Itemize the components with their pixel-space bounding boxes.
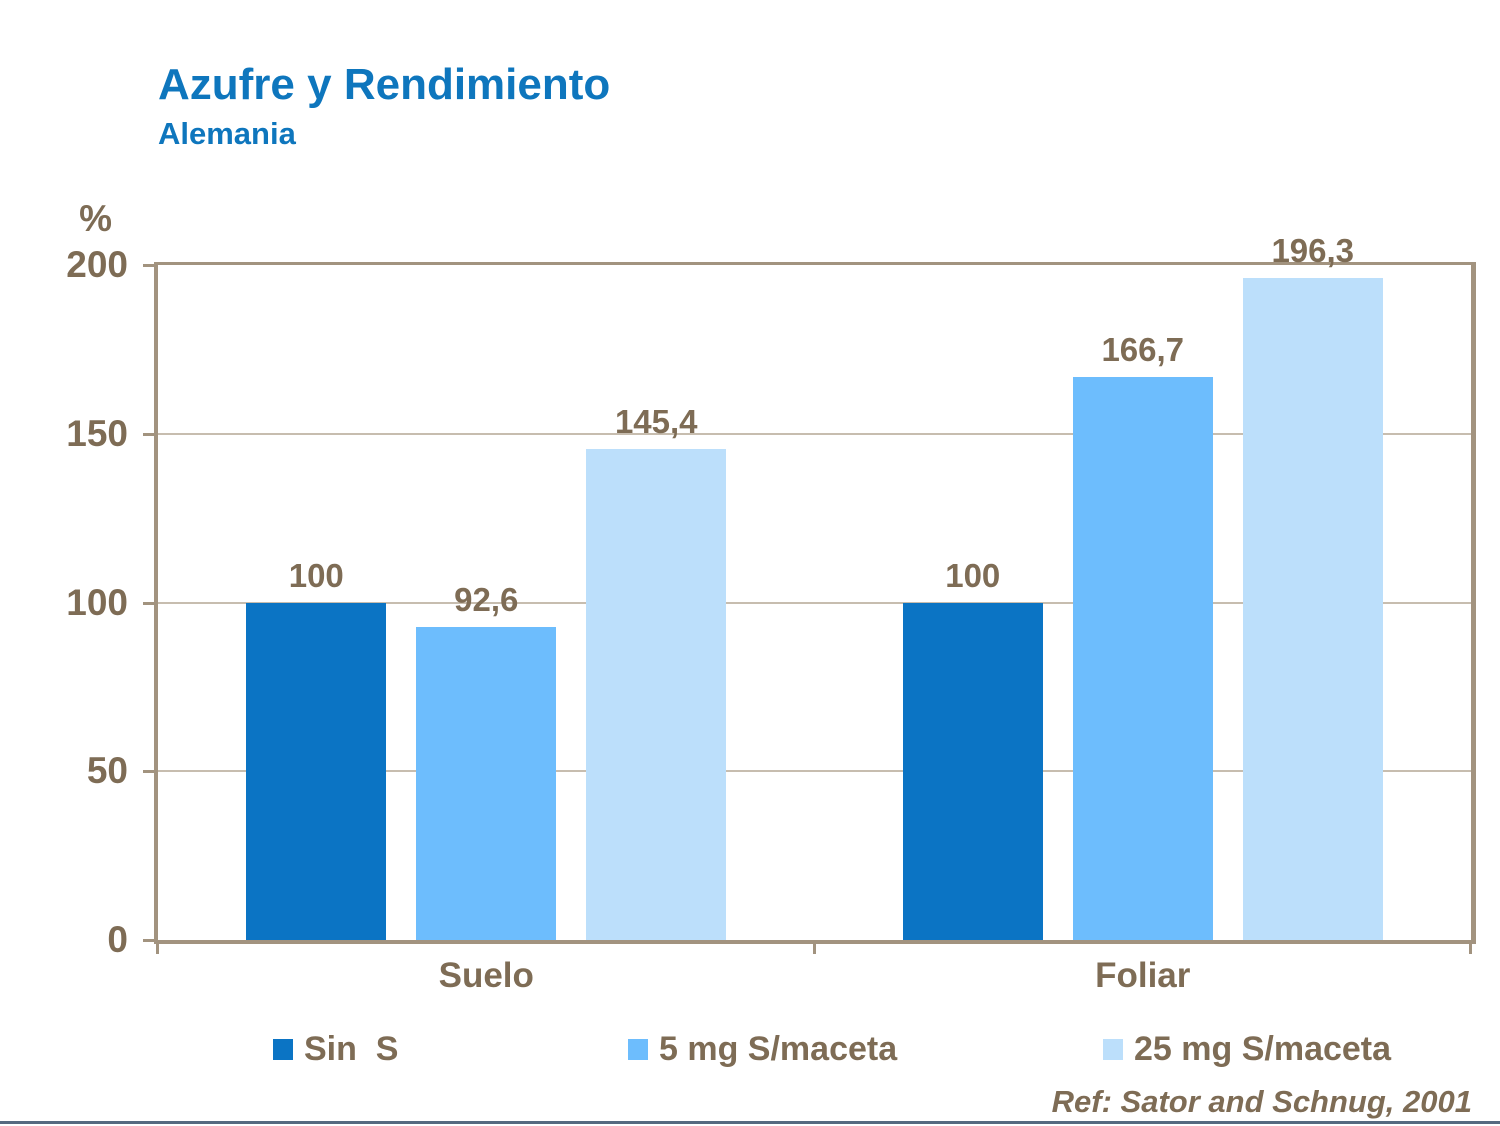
chart-title: Azufre y Rendimiento xyxy=(158,60,611,109)
legend-swatch-sin-s xyxy=(273,1039,293,1060)
y-tick-100 xyxy=(143,601,156,605)
y-tick-label-100: 100 xyxy=(66,581,128,623)
y-tick-label-50: 50 xyxy=(86,750,128,792)
bar-value-label-suelo-sin-s: 100 xyxy=(288,556,344,594)
legend-item-sin-s: Sin S xyxy=(273,1030,398,1069)
legend-swatch-5-mg-s-maceta xyxy=(628,1039,648,1060)
legend-label-5-mg-s-maceta: 5 mg S/maceta xyxy=(659,1030,898,1068)
bar-foliar-5-mg-s-maceta xyxy=(1072,377,1213,940)
gridline-100 xyxy=(158,601,1471,604)
y-tick-50 xyxy=(143,770,156,774)
legend-swatch-25-mg-s-maceta xyxy=(1103,1039,1123,1060)
legend-item-25-mg-s-maceta: 25 mg S/maceta xyxy=(1103,1030,1391,1069)
legend-item-5-mg-s-maceta: 5 mg S/maceta xyxy=(628,1030,897,1069)
bar-value-label-suelo-25-mg-s-maceta: 145,4 xyxy=(614,403,698,441)
y-tick-150 xyxy=(143,432,156,436)
y-tick-label-150: 150 xyxy=(66,412,128,454)
bottom-divider-line xyxy=(0,1121,1500,1124)
y-tick-label-200: 200 xyxy=(66,244,128,285)
chart-subtitle: Alemania xyxy=(158,116,296,151)
plot-area: 100 92,6 145,4 100 166,7 196,3 xyxy=(154,232,1476,944)
bar-foliar-sin-s xyxy=(902,602,1043,940)
bar-value-label-foliar-5-mg-s-maceta: 166,7 xyxy=(1101,331,1185,369)
y-tick-200 xyxy=(143,264,156,267)
legend-label-25-mg-s-maceta: 25 mg S/maceta xyxy=(1134,1030,1392,1068)
category-label-foliar: Foliar xyxy=(1095,956,1191,995)
bar-value-label-suelo-5-mg-s-maceta: 92,6 xyxy=(454,581,519,619)
bar-suelo-sin-s xyxy=(246,602,387,940)
bar-foliar-25-mg-s-maceta xyxy=(1242,277,1383,940)
x-axis-boundary-tick-2 xyxy=(1469,941,1472,954)
gridline-50 xyxy=(158,770,1471,773)
bar-suelo-5-mg-s-maceta xyxy=(416,627,557,940)
y-axis-unit-label: % xyxy=(79,198,112,239)
bar-value-label-foliar-sin-s: 100 xyxy=(945,556,1001,594)
gridline-150 xyxy=(158,432,1471,435)
y-tick-label-0: 0 xyxy=(107,919,128,960)
y-tick-0 xyxy=(143,939,156,942)
x-axis-boundary-tick-0 xyxy=(156,941,159,954)
bar-suelo-25-mg-s-maceta xyxy=(586,449,727,940)
legend-label-sin-s: Sin S xyxy=(304,1030,399,1068)
reference-text: Ref: Sator and Schnug, 2001 xyxy=(1051,1084,1472,1119)
category-label-suelo: Suelo xyxy=(438,956,534,995)
x-axis-boundary-tick-1 xyxy=(812,941,816,954)
bar-value-label-foliar-25-mg-s-maceta: 196,3 xyxy=(1271,231,1355,269)
